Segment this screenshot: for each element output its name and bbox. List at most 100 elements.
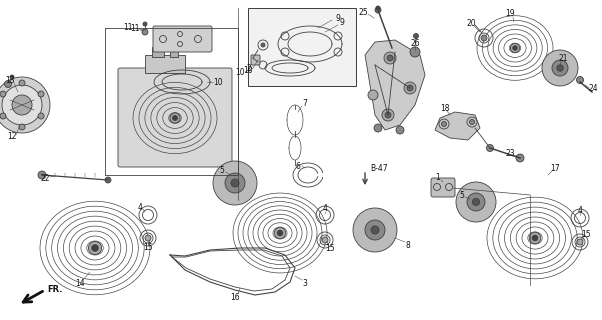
Text: 20: 20 bbox=[466, 19, 476, 28]
Circle shape bbox=[529, 232, 541, 244]
Text: 18: 18 bbox=[440, 103, 450, 113]
Text: 23: 23 bbox=[505, 148, 515, 157]
Text: 22: 22 bbox=[40, 173, 50, 182]
Circle shape bbox=[12, 95, 32, 115]
Circle shape bbox=[410, 47, 420, 57]
Text: 11: 11 bbox=[130, 23, 140, 33]
Text: 10: 10 bbox=[235, 68, 245, 76]
Circle shape bbox=[213, 161, 257, 205]
Circle shape bbox=[467, 193, 485, 211]
Circle shape bbox=[481, 35, 487, 41]
FancyBboxPatch shape bbox=[251, 55, 260, 65]
Circle shape bbox=[88, 241, 102, 255]
Circle shape bbox=[173, 116, 178, 121]
Circle shape bbox=[277, 230, 283, 236]
Circle shape bbox=[172, 43, 176, 47]
Circle shape bbox=[275, 228, 285, 239]
Circle shape bbox=[577, 76, 583, 84]
Text: 17: 17 bbox=[550, 164, 560, 172]
Text: 21: 21 bbox=[558, 53, 568, 62]
Text: 16: 16 bbox=[230, 292, 240, 301]
FancyBboxPatch shape bbox=[153, 26, 212, 52]
Text: 7: 7 bbox=[303, 99, 308, 108]
Circle shape bbox=[368, 90, 378, 100]
Polygon shape bbox=[365, 40, 425, 130]
Text: 15: 15 bbox=[581, 229, 591, 238]
Circle shape bbox=[10, 75, 14, 79]
Circle shape bbox=[414, 34, 418, 38]
Text: 9: 9 bbox=[335, 13, 341, 22]
Circle shape bbox=[387, 55, 393, 61]
Text: 12: 12 bbox=[7, 132, 17, 140]
Text: 5: 5 bbox=[459, 190, 464, 199]
Text: 5: 5 bbox=[220, 165, 225, 174]
Circle shape bbox=[38, 171, 46, 179]
Circle shape bbox=[516, 154, 524, 162]
Bar bbox=[152, 47, 164, 57]
FancyBboxPatch shape bbox=[431, 178, 455, 197]
Text: B-47: B-47 bbox=[370, 164, 388, 172]
Circle shape bbox=[231, 179, 239, 187]
FancyBboxPatch shape bbox=[118, 68, 232, 167]
Text: 15: 15 bbox=[143, 243, 153, 252]
Text: 24: 24 bbox=[588, 84, 598, 92]
Polygon shape bbox=[435, 112, 480, 140]
Circle shape bbox=[4, 81, 11, 87]
Circle shape bbox=[2, 85, 42, 125]
Circle shape bbox=[470, 119, 474, 124]
Circle shape bbox=[510, 44, 520, 52]
Circle shape bbox=[473, 198, 480, 206]
Circle shape bbox=[0, 113, 6, 119]
Circle shape bbox=[396, 126, 404, 134]
Text: 26: 26 bbox=[410, 38, 420, 47]
Text: 10: 10 bbox=[213, 77, 223, 86]
Circle shape bbox=[365, 220, 385, 240]
Text: 2: 2 bbox=[247, 63, 252, 73]
Text: FR.: FR. bbox=[47, 285, 63, 294]
Bar bbox=[145, 55, 185, 73]
Circle shape bbox=[92, 245, 98, 251]
Circle shape bbox=[225, 173, 245, 193]
Text: 8: 8 bbox=[406, 241, 411, 250]
Circle shape bbox=[142, 29, 148, 35]
Bar bbox=[248, 8, 356, 86]
Text: 4: 4 bbox=[577, 205, 583, 214]
Bar bbox=[170, 47, 178, 57]
Circle shape bbox=[154, 43, 158, 47]
Text: 4: 4 bbox=[138, 203, 143, 212]
Text: 13: 13 bbox=[5, 76, 15, 84]
Circle shape bbox=[513, 46, 517, 50]
Circle shape bbox=[441, 122, 447, 126]
Circle shape bbox=[407, 85, 413, 91]
Circle shape bbox=[261, 43, 265, 47]
Circle shape bbox=[577, 239, 583, 245]
Circle shape bbox=[170, 113, 180, 123]
Circle shape bbox=[105, 177, 111, 183]
Circle shape bbox=[552, 60, 568, 76]
Circle shape bbox=[371, 226, 379, 234]
Text: 3: 3 bbox=[303, 278, 308, 287]
Circle shape bbox=[384, 52, 396, 64]
Circle shape bbox=[376, 6, 380, 10]
Circle shape bbox=[374, 124, 382, 132]
Circle shape bbox=[0, 91, 6, 97]
Circle shape bbox=[557, 65, 563, 71]
Circle shape bbox=[19, 80, 25, 86]
Text: 4: 4 bbox=[323, 204, 327, 212]
Circle shape bbox=[0, 77, 50, 133]
Circle shape bbox=[456, 182, 496, 222]
Circle shape bbox=[385, 112, 391, 118]
Circle shape bbox=[38, 91, 44, 97]
Circle shape bbox=[353, 208, 397, 252]
Circle shape bbox=[532, 235, 538, 241]
Circle shape bbox=[143, 22, 147, 26]
Circle shape bbox=[38, 113, 44, 119]
Circle shape bbox=[322, 237, 328, 243]
Text: 14: 14 bbox=[75, 278, 85, 287]
Text: 10: 10 bbox=[243, 66, 253, 75]
Text: 6: 6 bbox=[296, 162, 300, 171]
Circle shape bbox=[382, 109, 394, 121]
Text: 11: 11 bbox=[123, 22, 133, 31]
Circle shape bbox=[542, 50, 578, 86]
Circle shape bbox=[375, 7, 381, 13]
